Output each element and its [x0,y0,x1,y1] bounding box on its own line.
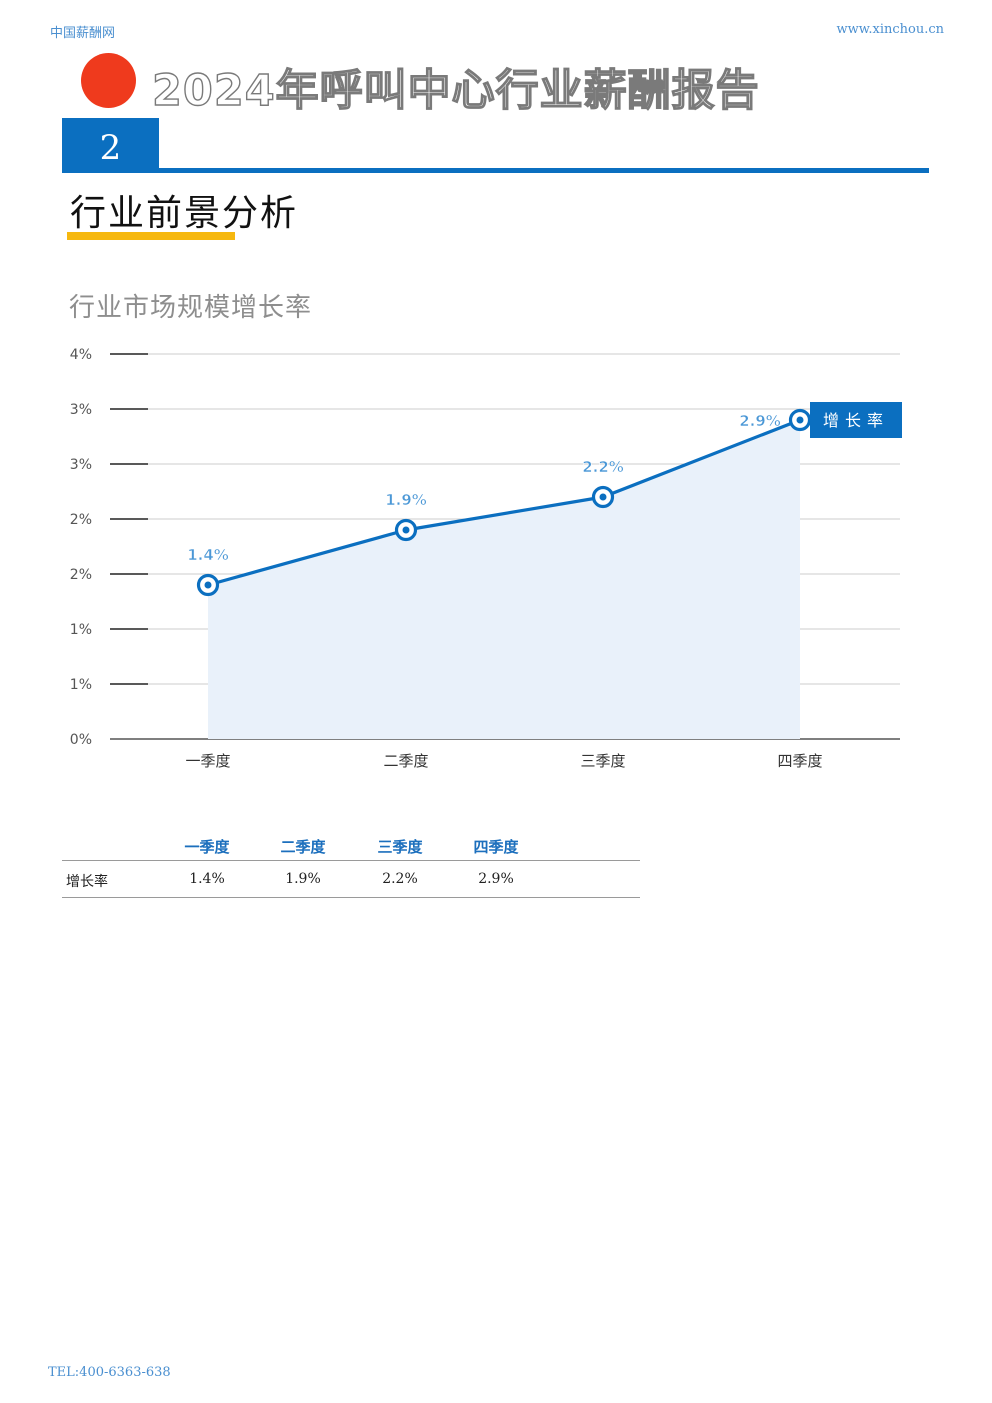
table-cell: 2.9% [478,871,514,887]
section-title-underline [67,232,235,240]
data-label: 1.4% [187,546,229,564]
decorative-red-dot [81,53,136,108]
section-title: 行业前景分析 [70,193,299,234]
table-row-label: 增长率 [66,874,108,890]
table-header-cell: 三季度 [377,838,423,856]
data-table: 一季度 二季度 三季度 四季度 增长率 1.4% 1.9% 2.2% 2.9% [62,830,640,898]
x-tick-label: 四季度 [777,752,822,770]
report-title: 2024年呼叫中心行业薪酬报告 [151,66,760,116]
growth-rate-chart: 0% 1% 1% 2% 2% 3% 3% 4% 1.4% 1.9% 2.2% 2.9% 一季度 二季度 三季… [70,347,902,770]
footer-tel: TEL:400-6363-638 [48,1365,171,1380]
data-point-center [402,526,410,534]
x-tick-label: 二季度 [383,752,428,770]
y-tick-label: 1% [70,677,92,693]
table-cell: 1.4% [189,871,225,887]
area-fill [208,420,800,739]
site-name: 中国薪酬网 [50,26,116,41]
y-tick-label: 0% [70,732,92,748]
table-header-row: 一季度 二季度 三季度 四季度 [62,830,640,861]
y-tick-label: 3% [70,402,92,418]
table-header-cell: 一季度 [184,838,230,856]
chart-title: 行业市场规模增长率 [69,293,313,323]
section-number-badge: 2 [62,118,159,171]
x-tick-label: 一季度 [185,752,230,770]
y-tick-label: 2% [70,512,92,528]
data-label: 1.9% [385,491,427,509]
legend-box [810,402,902,438]
legend-label: 增长率 [823,411,889,430]
data-point-center [204,581,212,589]
table-cell: 1.9% [285,871,321,887]
data-point-center [599,493,607,501]
table-cell: 2.2% [382,871,418,887]
y-tick-label: 1% [70,622,92,638]
series-line [207,418,801,587]
y-tick-label: 4% [70,347,92,363]
y-tick-label: 3% [70,457,92,473]
data-point-center [796,416,804,424]
x-tick-label: 三季度 [580,752,625,770]
data-label: 2.2% [582,458,624,476]
data-label: 2.9% [739,412,781,430]
table-header-cell: 四季度 [473,838,519,856]
table-header-cell: 二季度 [280,838,326,856]
site-url[interactable]: www.xinchou.cn [836,22,944,37]
section-divider [62,168,929,173]
y-tick-label: 2% [70,567,92,583]
table-row: 增长率 1.4% 1.9% 2.2% 2.9% [62,861,640,898]
